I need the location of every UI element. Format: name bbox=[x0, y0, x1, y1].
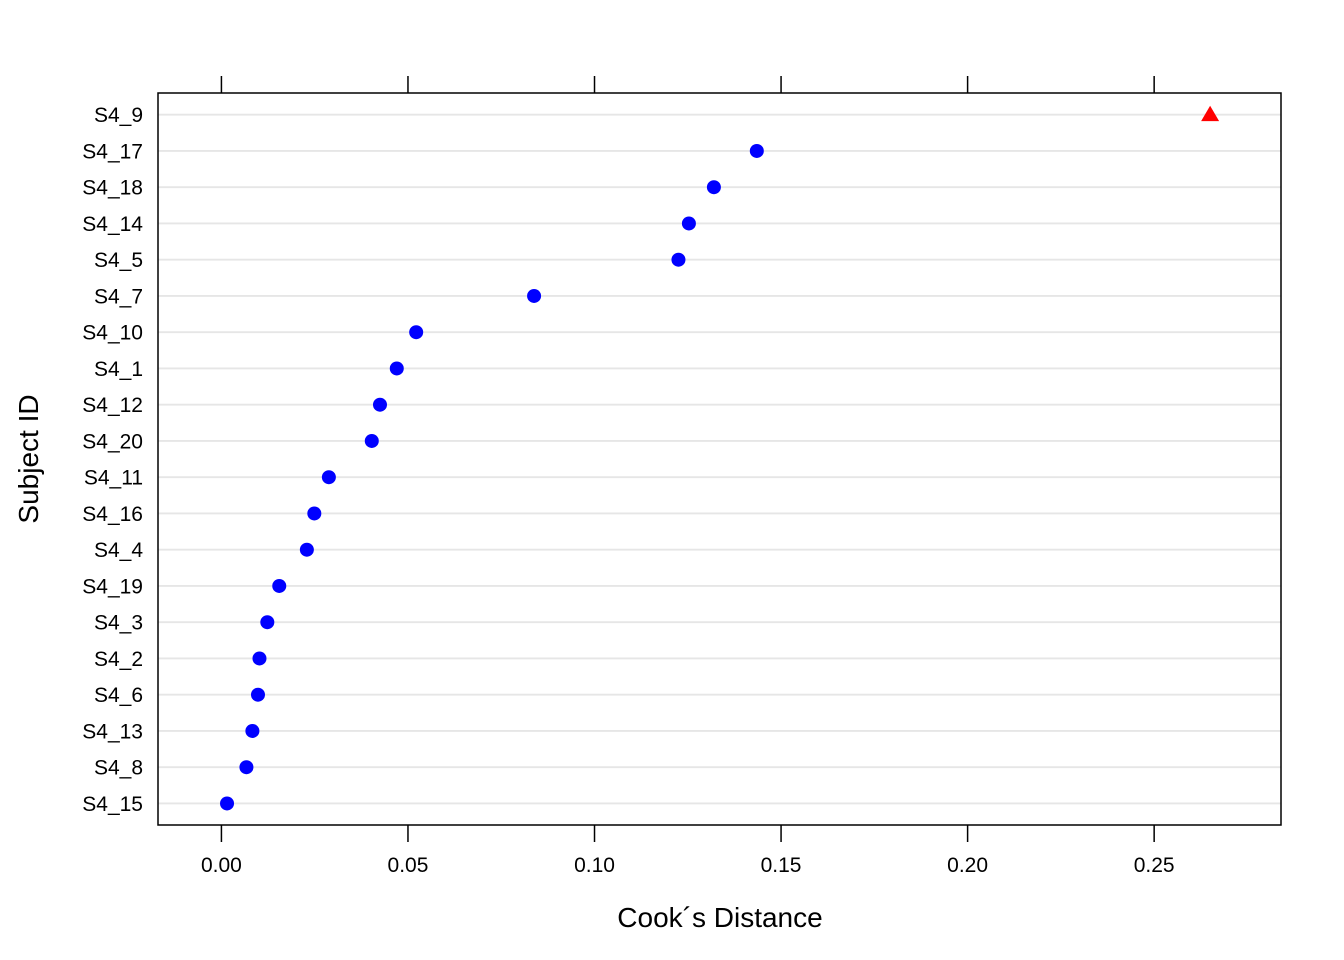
data-point bbox=[681, 216, 696, 231]
data-point bbox=[372, 397, 387, 412]
y-tick-label: S4_5 bbox=[94, 249, 143, 272]
data-point bbox=[272, 578, 287, 593]
data-point bbox=[239, 760, 254, 775]
y-tick-label: S4_20 bbox=[82, 430, 143, 453]
x-tick-label: 0.05 bbox=[388, 854, 429, 877]
x-tick-label: 0.15 bbox=[761, 854, 802, 877]
y-tick-label: S4_19 bbox=[82, 575, 143, 598]
y-tick-label: S4_2 bbox=[94, 648, 143, 671]
data-point bbox=[706, 180, 721, 195]
y-tick-label: S4_11 bbox=[84, 467, 143, 490]
data-point bbox=[321, 470, 336, 485]
x-tick-label: 0.10 bbox=[574, 854, 615, 877]
grid-lines bbox=[158, 113, 1281, 805]
y-tick-label: S4_13 bbox=[82, 720, 143, 743]
data-point bbox=[671, 252, 686, 267]
data-point bbox=[252, 651, 267, 666]
y-axis-title: Subject ID bbox=[13, 394, 44, 523]
y-tick-label: S4_10 bbox=[82, 322, 143, 345]
y-tick-label: S4_4 bbox=[94, 539, 143, 562]
data-point bbox=[364, 433, 379, 448]
data-point bbox=[220, 796, 235, 811]
y-tick-label: S4_9 bbox=[94, 104, 143, 127]
data-point bbox=[389, 361, 404, 376]
y-tick-label: S4_8 bbox=[94, 757, 143, 780]
x-tick-label: 0.00 bbox=[201, 854, 242, 877]
y-tick-label: S4_18 bbox=[82, 177, 143, 200]
data-point bbox=[245, 723, 260, 738]
x-axis-ticks bbox=[220, 76, 1155, 842]
data-point bbox=[250, 687, 265, 702]
y-axis-tick-labels: S4_9 S4_17 S4_18 S4_14 S4_5 S4_7 S4_10 S4_1 S4_1… bbox=[82, 104, 143, 816]
y-tick-label: S4_17 bbox=[82, 140, 143, 163]
y-tick-label: S4_1 bbox=[94, 358, 143, 381]
data-point bbox=[260, 615, 275, 630]
x-tick-label: 0.25 bbox=[1134, 854, 1175, 877]
y-tick-label: S4_6 bbox=[94, 684, 143, 707]
x-axis-title: Cook´s Distance bbox=[617, 902, 822, 933]
data-point bbox=[299, 542, 314, 557]
outlier-point bbox=[1201, 105, 1220, 122]
y-tick-label: S4_16 bbox=[82, 503, 143, 526]
y-tick-label: S4_7 bbox=[94, 285, 143, 308]
data-points bbox=[220, 105, 1220, 811]
data-point bbox=[527, 288, 542, 303]
data-point bbox=[409, 325, 424, 340]
y-tick-label: S4_3 bbox=[94, 612, 143, 635]
data-point bbox=[307, 506, 322, 521]
plot-frame bbox=[157, 92, 1282, 826]
y-tick-label: S4_12 bbox=[82, 394, 143, 417]
y-tick-label: S4_15 bbox=[82, 793, 143, 816]
y-tick-label: S4_14 bbox=[82, 213, 143, 236]
x-axis-tick-labels: 0.00 0.05 0.10 0.15 0.20 0.25 bbox=[201, 854, 1175, 877]
data-point bbox=[749, 143, 764, 158]
x-tick-label: 0.20 bbox=[947, 854, 988, 877]
